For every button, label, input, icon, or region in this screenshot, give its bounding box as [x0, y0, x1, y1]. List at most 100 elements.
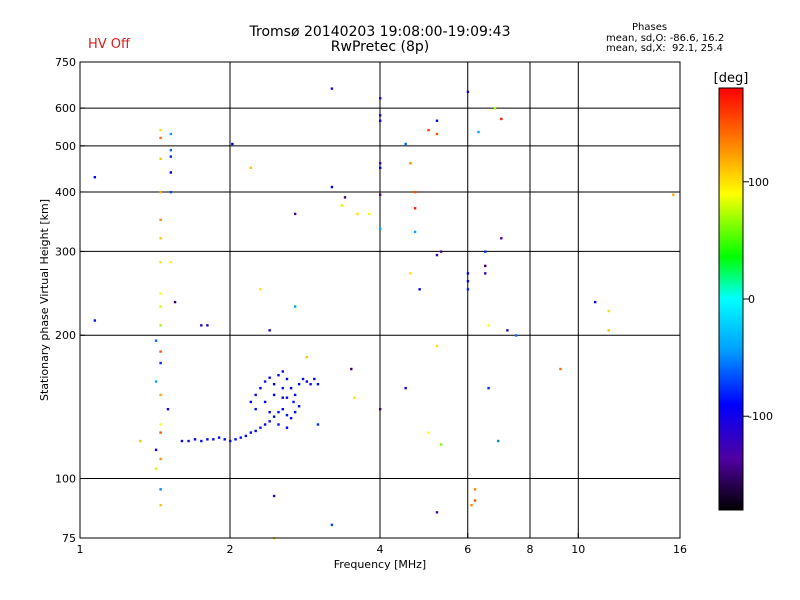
data-point — [484, 272, 487, 275]
data-point — [263, 400, 267, 404]
data-point — [404, 142, 407, 146]
data-point — [305, 356, 309, 359]
data-point — [292, 400, 295, 404]
y-axis-label: Stationary phase Virtual Height [km] — [38, 199, 51, 401]
data-point — [297, 382, 301, 386]
data-point — [277, 374, 280, 377]
data-point — [139, 439, 142, 443]
x-axis-label: Frequency [MHz] — [334, 558, 426, 571]
data-point — [409, 162, 412, 165]
data-point — [159, 157, 162, 161]
data-point — [200, 439, 203, 443]
data-point — [301, 377, 305, 381]
data-point — [466, 272, 470, 275]
data-point — [435, 511, 439, 514]
data-point — [93, 175, 97, 179]
data-point — [217, 436, 221, 439]
data-point — [484, 264, 487, 268]
x-tick-label: 4 — [377, 543, 384, 556]
hv-status-label: HV Off — [88, 37, 130, 52]
data-point — [159, 431, 162, 434]
y-tick-label: 400 — [55, 186, 76, 199]
data-point — [159, 261, 162, 264]
data-point — [159, 237, 162, 240]
data-point — [159, 457, 162, 461]
x-tick-label: 6 — [464, 543, 471, 556]
data-point — [159, 292, 162, 295]
data-point — [206, 324, 209, 327]
data-point — [435, 253, 439, 257]
data-point — [263, 423, 267, 426]
data-point — [173, 300, 177, 304]
data-point — [379, 193, 382, 196]
x-tick-label: 1 — [77, 543, 84, 556]
data-point — [353, 396, 356, 399]
y-tick-label: 75 — [62, 532, 76, 545]
data-point — [466, 280, 470, 283]
colorbar-tick-label: 0 — [748, 293, 755, 306]
data-point — [169, 148, 173, 152]
data-point — [223, 438, 226, 441]
data-point — [515, 334, 518, 337]
data-point — [500, 117, 503, 121]
data-point — [435, 119, 439, 122]
data-point — [487, 386, 490, 390]
data-point — [439, 443, 443, 446]
data-point — [496, 439, 500, 443]
data-point — [154, 448, 158, 452]
data-point — [506, 329, 509, 332]
data-point — [169, 261, 173, 264]
y-tick-label: 750 — [55, 56, 76, 69]
data-point — [277, 423, 280, 426]
y-tick-label: 500 — [55, 140, 76, 153]
data-point — [487, 324, 490, 327]
data-point — [289, 386, 293, 390]
data-point — [159, 305, 162, 308]
data-point — [305, 380, 309, 383]
data-point — [285, 426, 289, 429]
data-point — [379, 97, 382, 100]
data-point — [379, 119, 382, 122]
y-tick-label: 200 — [55, 329, 76, 342]
data-point — [154, 339, 158, 342]
data-point — [379, 227, 382, 231]
data-point — [200, 324, 203, 327]
data-point — [607, 309, 610, 313]
data-point — [263, 380, 267, 383]
data-point — [268, 420, 271, 423]
data-point — [259, 288, 262, 291]
data-point — [427, 128, 430, 132]
data-point — [159, 128, 162, 132]
data-point — [330, 87, 334, 90]
data-point — [159, 136, 162, 140]
data-point — [231, 142, 234, 146]
data-point — [272, 382, 276, 386]
data-point — [281, 407, 284, 411]
data-point — [593, 300, 597, 304]
y-tick-label: 100 — [55, 473, 76, 486]
data-point — [340, 204, 344, 207]
x-tick-label: 16 — [673, 543, 687, 556]
data-point — [330, 523, 334, 527]
data-point — [470, 503, 473, 507]
data-point — [259, 386, 262, 390]
data-point — [316, 423, 320, 426]
data-point — [435, 344, 439, 348]
data-point — [293, 212, 297, 216]
data-point — [297, 405, 301, 408]
data-point — [268, 376, 271, 379]
data-point — [169, 132, 173, 136]
stats-title: Phases — [632, 22, 668, 33]
data-point — [316, 382, 320, 386]
data-point — [187, 439, 190, 443]
data-point — [343, 196, 347, 199]
data-point — [559, 367, 562, 371]
data-point — [367, 212, 371, 216]
data-point — [169, 171, 173, 174]
data-point — [293, 410, 297, 414]
data-point — [272, 415, 276, 418]
data-point — [159, 488, 162, 491]
data-point — [234, 438, 237, 441]
data-point — [254, 393, 257, 397]
stats-line-o: mean, sd,O: -86.6, 16.2 — [606, 33, 725, 44]
